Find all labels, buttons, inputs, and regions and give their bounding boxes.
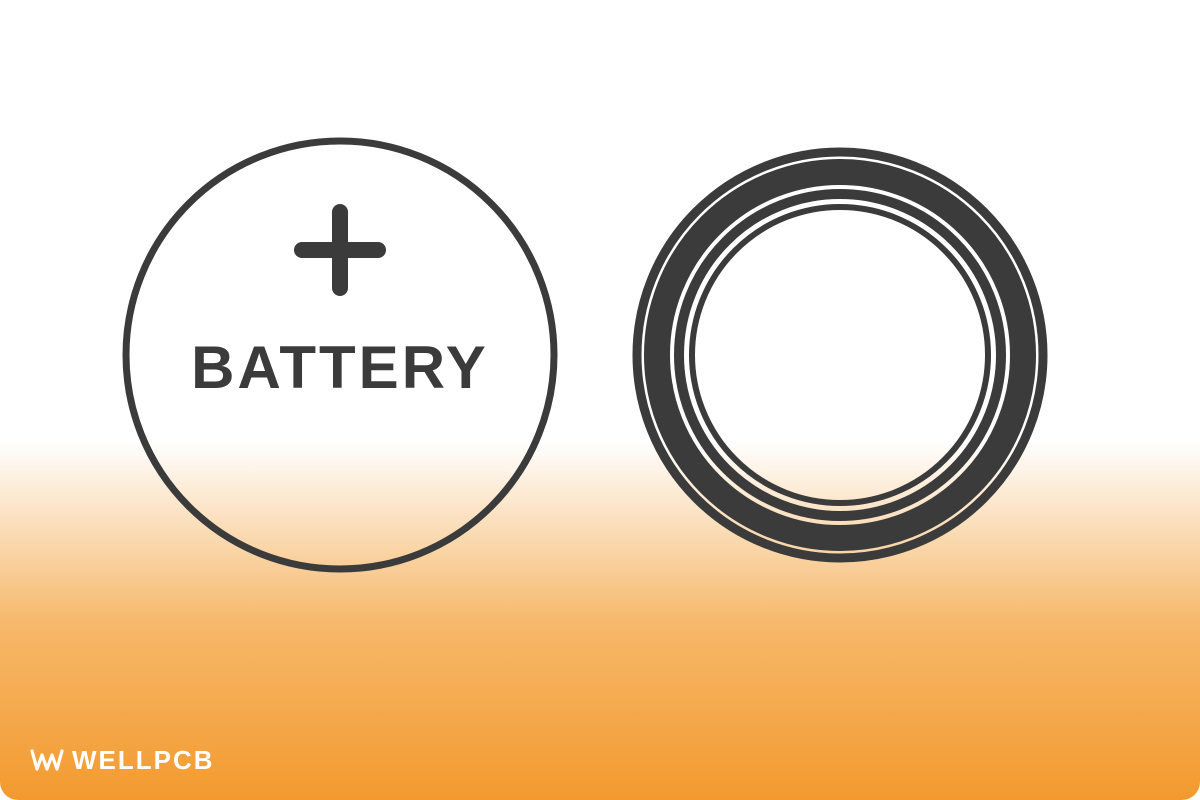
brand-logo-icon	[30, 747, 66, 775]
brand-name: WELLPCB	[72, 745, 215, 776]
brand-block: WELLPCB	[30, 745, 215, 776]
battery-back-icon	[630, 145, 1050, 565]
battery-label: BATTERY	[120, 333, 560, 402]
infographic-card: BATTERY WELLPCB	[0, 0, 1200, 800]
battery-back-svg	[630, 145, 1050, 565]
content-row: BATTERY	[0, 0, 1200, 800]
battery-front-icon: BATTERY	[120, 135, 560, 575]
